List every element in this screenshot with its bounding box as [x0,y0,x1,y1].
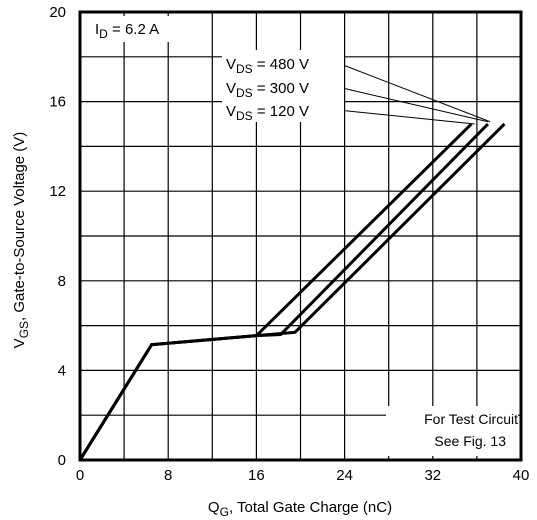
test-note-line-2: See Fig. 13 [434,433,506,449]
series-label-120: VDS = 120 V [226,103,309,123]
y-tick-label: 8 [58,273,66,290]
x-tick-label: 32 [424,467,441,484]
x-tick-label: 8 [164,467,172,484]
y-tick-label: 0 [58,452,66,469]
series-label-300: VDS = 300 V [226,80,309,100]
leader-line-0 [337,62,491,123]
series-lines [78,122,506,461]
test-note-box [386,406,518,456]
plot-frame [78,10,523,462]
series-line-2 [78,122,473,461]
series-labels: VDS = 480 V VDS = 300 V VDS = 120 V [222,50,344,123]
condition-box [86,16,190,42]
y-axis-label: VGS, Gate-to-Source Voltage (V) [11,132,31,349]
x-axis-label: QG, Total Gate Charge (nC) [208,499,392,519]
condition-label: ID = 6.2 A [95,21,159,41]
x-tick-label: 0 [76,467,84,484]
leader-line-2 [337,109,475,125]
test-note-line-1: For Test Circuit [424,411,518,427]
series-label-box [222,50,344,122]
y-tick-label: 16 [49,94,66,111]
x-tick-label: 16 [248,467,265,484]
legend-leader-lines [337,62,491,125]
x-tick-label: 40 [513,467,530,484]
leader-line-1 [337,86,489,123]
x-tick-label: 24 [336,467,353,484]
y-tick-label: 4 [58,362,66,379]
y-tick-label: 12 [49,183,66,200]
series-label-480: VDS = 480 V [226,56,309,76]
tick-labels: 0 8 16 24 32 40 0 4 8 12 16 20 [49,4,529,484]
y-tick-label: 20 [49,4,66,21]
